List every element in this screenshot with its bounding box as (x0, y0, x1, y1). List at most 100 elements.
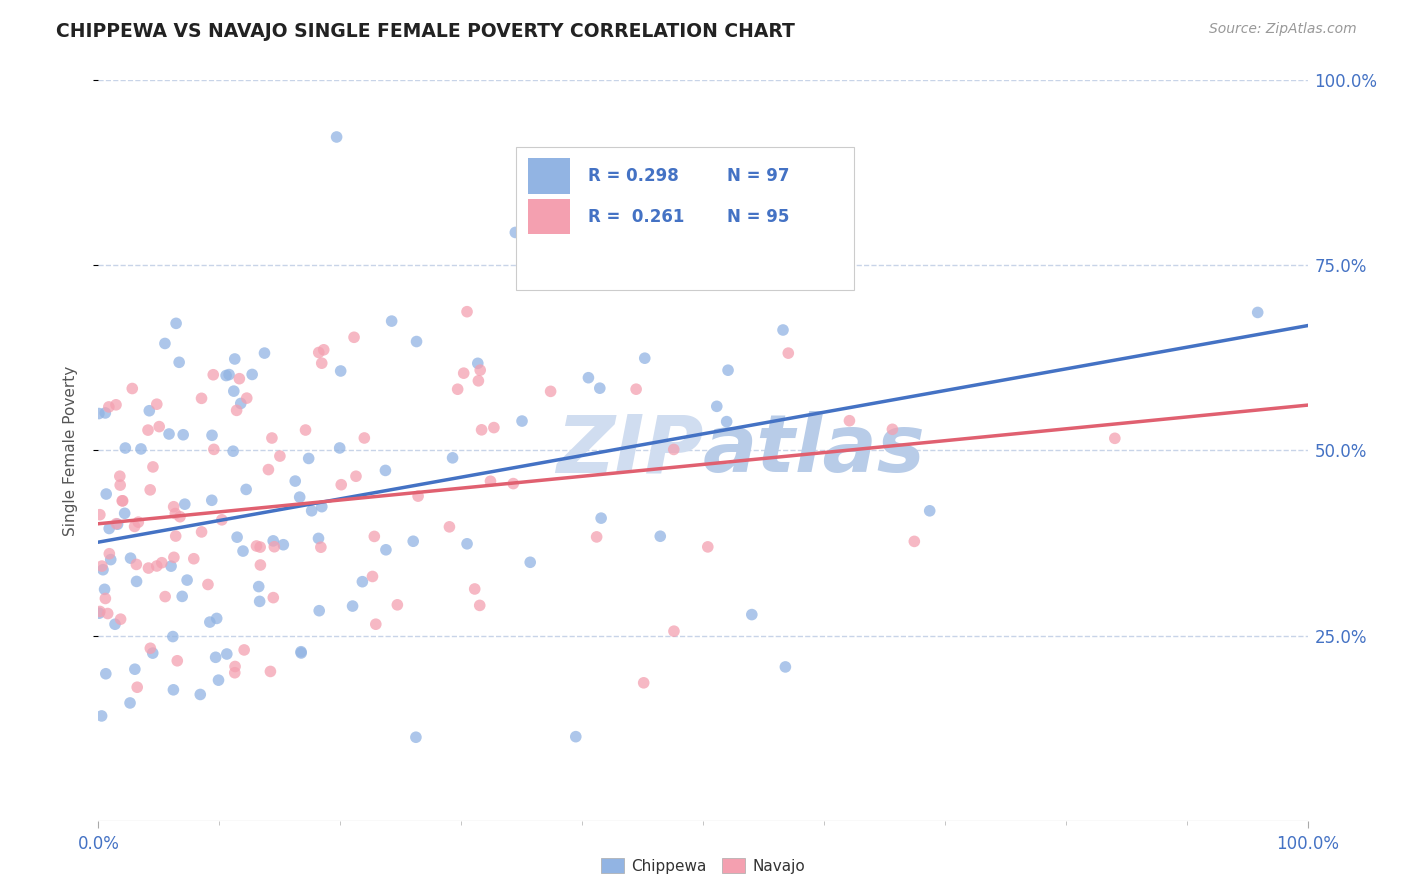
Point (215, 368, 238, 383)
Point (91, 563, 114, 577)
Point (585, 530, 607, 544)
Point (229, 396, 252, 410)
Point (235, 483, 257, 497)
Point (325, 130, 347, 145)
Point (197, 577, 219, 591)
Point (240, 368, 263, 382)
Point (224, 351, 246, 366)
Text: N = 95: N = 95 (727, 208, 790, 226)
Point (468, 599, 491, 613)
Point (464, 582, 486, 596)
Point (352, 574, 374, 589)
Point (105, 516, 128, 531)
Point (467, 356, 489, 370)
Point (290, 645, 312, 659)
Point (114, 441, 136, 455)
Point (456, 537, 478, 551)
Point (107, 517, 129, 532)
Point (510, 414, 533, 428)
Point (381, 314, 404, 328)
Y-axis label: Single Female Poverty: Single Female Poverty (63, 366, 77, 535)
Point (284, 474, 307, 488)
Point (505, 226, 527, 240)
Point (127, 680, 149, 694)
Point (233, 643, 256, 657)
Point (183, 551, 205, 566)
Point (166, 654, 188, 668)
Point (163, 550, 186, 565)
Point (145, 559, 167, 574)
Point (173, 497, 195, 511)
Point (249, 594, 271, 608)
Point (262, 533, 284, 548)
Point (263, 540, 285, 554)
Point (100, 552, 122, 566)
Point (87, 407, 110, 421)
Point (207, 673, 229, 688)
Point (232, 544, 254, 558)
Text: CHIPPEWA VS NAVAJO SINGLE FEMALE POVERTY CORRELATION CHART: CHIPPEWA VS NAVAJO SINGLE FEMALE POVERTY… (56, 22, 796, 41)
Point (259, 665, 281, 679)
Point (882, 422, 904, 436)
Point (111, 493, 134, 508)
Point (118, 696, 141, 710)
Point (565, 730, 588, 744)
Point (245, 539, 267, 553)
Point (471, 423, 494, 437)
Point (294, 423, 316, 437)
Text: N = 97: N = 97 (727, 167, 790, 185)
Point (838, 414, 860, 428)
Point (204, 650, 226, 665)
Point (330, 477, 353, 491)
Point (93, 582, 115, 597)
Point (160, 559, 183, 574)
Point (650, 529, 672, 543)
Point (104, 617, 127, 632)
Point (89, 508, 111, 522)
Point (169, 509, 191, 524)
Text: R =  0.261: R = 0.261 (588, 208, 685, 226)
Point (262, 591, 284, 605)
Point (633, 675, 655, 690)
Point (111, 493, 134, 508)
Point (591, 511, 613, 525)
Point (224, 665, 246, 680)
Point (89, 606, 111, 620)
Point (456, 304, 478, 318)
Point (165, 529, 187, 543)
Point (120, 551, 142, 566)
Point (202, 442, 225, 457)
Point (142, 459, 165, 474)
Point (139, 641, 162, 656)
Text: ZIP: ZIP (555, 411, 703, 490)
Legend: Chippewa, Navajo: Chippewa, Navajo (595, 852, 811, 880)
Point (405, 730, 427, 744)
Point (142, 646, 165, 660)
Point (406, 489, 429, 503)
Point (201, 493, 224, 508)
Point (329, 364, 352, 378)
Point (311, 356, 333, 370)
Point (108, 478, 131, 492)
FancyBboxPatch shape (527, 158, 569, 194)
Point (716, 415, 738, 429)
Point (447, 382, 470, 396)
Point (247, 580, 270, 594)
Point (344, 469, 367, 483)
Point (94, 406, 117, 420)
Point (482, 420, 505, 434)
Point (441, 450, 464, 465)
Point (201, 428, 224, 442)
Point (98, 547, 121, 561)
Point (308, 604, 330, 618)
Point (803, 277, 825, 292)
Point (402, 534, 425, 549)
Point (374, 542, 396, 557)
Point (188, 688, 211, 702)
Point (215, 647, 238, 661)
Point (162, 630, 184, 644)
Point (502, 476, 524, 491)
Point (172, 427, 194, 442)
Point (190, 392, 212, 406)
Point (439, 520, 461, 534)
